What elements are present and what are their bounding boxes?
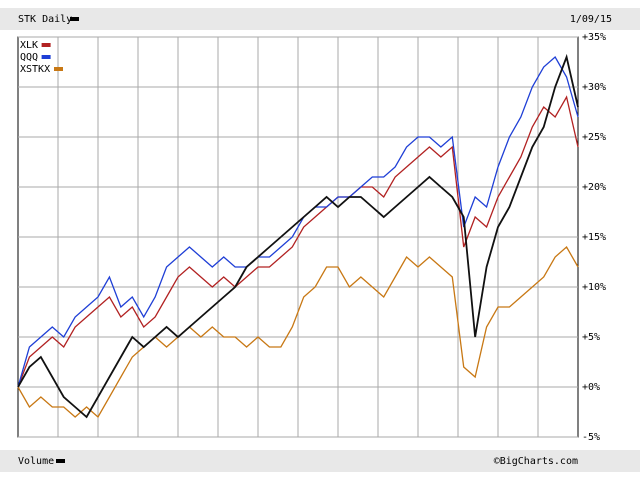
- legend-swatch: [41, 55, 51, 59]
- legend-label: XLK: [20, 40, 38, 51]
- legend-swatch: [41, 43, 51, 47]
- footer-strip: [0, 450, 640, 472]
- legend-label: XSTKX: [20, 64, 50, 75]
- y-tick-label: +10%: [582, 282, 606, 293]
- chart-title: STK Daily: [18, 14, 72, 25]
- legend-swatch: [54, 67, 63, 71]
- main-series-line: [17, 53, 579, 419]
- header-strip: [0, 8, 640, 30]
- y-tick-label: +35%: [582, 32, 606, 43]
- y-tick-label: +15%: [582, 232, 606, 243]
- y-tick-label: -5%: [582, 432, 600, 443]
- source-label: ©BigCharts.com: [494, 456, 578, 467]
- volume-label: Volume: [18, 456, 54, 467]
- y-tick-label: +5%: [582, 332, 600, 343]
- y-tick-label: +30%: [582, 82, 606, 93]
- y-tick-label: +0%: [582, 382, 600, 393]
- series-line: [17, 95, 579, 388]
- series-line: [17, 55, 579, 388]
- y-tick-label: +20%: [582, 182, 606, 193]
- volume-swatch: [56, 459, 65, 463]
- date-label: 1/09/15: [570, 14, 612, 25]
- legend-label: QQQ: [20, 52, 38, 63]
- series-line: [17, 245, 579, 419]
- y-tick-label: +25%: [582, 132, 606, 143]
- title-swatch: [70, 17, 79, 21]
